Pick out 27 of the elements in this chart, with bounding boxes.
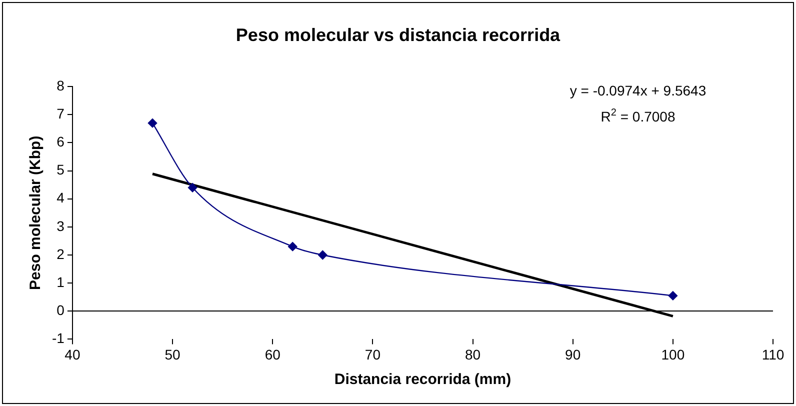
point	[668, 291, 678, 300]
x-tick-label: 60	[264, 346, 281, 362]
x-tick-label: 80	[464, 346, 481, 362]
chart-title: Peso molecular vs distancia recorrida	[236, 24, 562, 45]
x-tick-label: 110	[762, 346, 784, 362]
x-tick-label: 90	[565, 346, 581, 362]
x-axis-title: Distancia recorrida (mm)	[334, 371, 512, 388]
y-tick-label: -1	[52, 330, 65, 346]
y-axis-title: Peso molecular (Kbp)	[27, 136, 44, 290]
x-tick-label: 100	[661, 346, 685, 362]
y-tick-label: 4	[56, 190, 65, 206]
annotation: y = -0.0974x + 9.5643	[570, 82, 706, 98]
point	[188, 183, 198, 192]
y-tick-label: 2	[56, 246, 65, 262]
x-tick-label: 40	[64, 346, 80, 362]
point	[318, 250, 328, 260]
y-tick-label: 3	[56, 218, 65, 234]
x-tick-label: 70	[364, 346, 381, 362]
y-tick-label: 0	[56, 302, 65, 318]
x-tick-label: 50	[164, 346, 181, 362]
y-tick-label: 8	[56, 77, 65, 94]
y-tick-label: 7	[56, 106, 65, 122]
y-tick-label: 5	[56, 162, 65, 178]
point	[148, 118, 158, 128]
y-tick-label: 1	[56, 274, 65, 290]
point	[288, 242, 298, 252]
y-tick-label: 6	[56, 134, 65, 150]
